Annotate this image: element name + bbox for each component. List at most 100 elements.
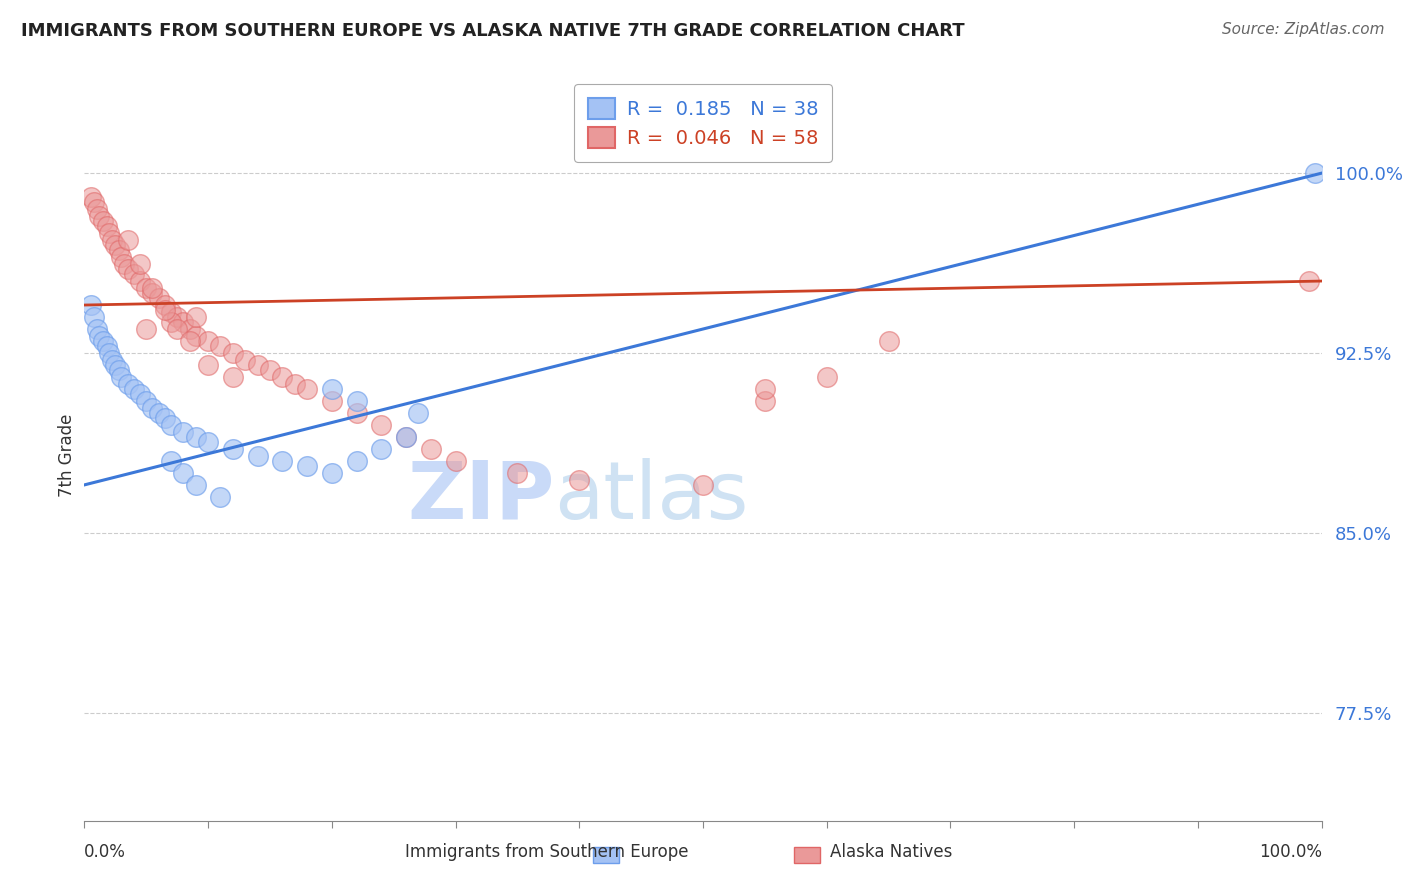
Point <box>815 370 838 384</box>
Point <box>419 442 441 456</box>
Legend: R =  0.185   N = 38, R =  0.046   N = 58: R = 0.185 N = 38, R = 0.046 N = 58 <box>574 84 832 161</box>
Point <box>179 334 201 348</box>
Point <box>271 370 294 384</box>
Point <box>568 473 591 487</box>
Point <box>141 281 163 295</box>
Point <box>295 458 318 473</box>
Point <box>148 291 170 305</box>
Point <box>395 430 418 444</box>
Point <box>89 329 111 343</box>
Point <box>172 466 194 480</box>
Point <box>153 410 176 425</box>
Text: 0.0%: 0.0% <box>84 843 127 861</box>
Point <box>141 401 163 416</box>
Point <box>233 353 256 368</box>
Point <box>89 209 111 223</box>
Point <box>100 353 122 368</box>
Point <box>197 434 219 449</box>
Point <box>96 339 118 353</box>
Point <box>246 358 269 372</box>
Point <box>129 386 152 401</box>
Point <box>166 322 188 336</box>
Point <box>321 466 343 480</box>
Point <box>754 382 776 396</box>
Text: atlas: atlas <box>554 458 749 536</box>
Point <box>395 430 418 444</box>
Point <box>222 442 245 456</box>
Text: Immigrants from Southern Europe: Immigrants from Southern Europe <box>405 843 689 861</box>
Point <box>172 315 194 329</box>
Point <box>259 363 281 377</box>
Point <box>877 334 900 348</box>
Text: ZIP: ZIP <box>408 458 554 536</box>
Point <box>135 394 157 409</box>
Point <box>110 370 132 384</box>
Point <box>160 417 183 432</box>
Point <box>117 233 139 247</box>
Point <box>184 329 207 343</box>
Point <box>246 449 269 463</box>
Point <box>222 370 245 384</box>
Text: 100.0%: 100.0% <box>1258 843 1322 861</box>
Point <box>197 358 219 372</box>
Point <box>179 322 201 336</box>
Point <box>100 233 122 247</box>
Point <box>370 442 392 456</box>
Point <box>91 334 114 348</box>
Point <box>108 243 131 257</box>
Text: Source: ZipAtlas.com: Source: ZipAtlas.com <box>1222 22 1385 37</box>
Y-axis label: 7th Grade: 7th Grade <box>58 413 76 497</box>
Point <box>284 377 307 392</box>
Point <box>153 298 176 312</box>
Point <box>122 382 145 396</box>
Point <box>148 406 170 420</box>
Point <box>1305 166 1327 180</box>
Point <box>83 310 105 324</box>
Point <box>321 382 343 396</box>
Point <box>86 322 108 336</box>
Point <box>271 454 294 468</box>
Point <box>506 466 529 480</box>
Point <box>135 281 157 295</box>
Point <box>129 257 152 271</box>
Point <box>166 310 188 324</box>
Point <box>184 478 207 492</box>
Point <box>117 262 139 277</box>
Point <box>153 302 176 317</box>
Point <box>112 257 135 271</box>
Point <box>129 274 152 288</box>
Point <box>96 219 118 233</box>
Point <box>172 425 194 439</box>
Point <box>160 305 183 319</box>
Point <box>209 339 232 353</box>
Point <box>86 202 108 216</box>
Point <box>1298 274 1320 288</box>
Point <box>83 194 105 209</box>
Point <box>754 394 776 409</box>
Point <box>184 310 207 324</box>
Point <box>346 406 368 420</box>
Point <box>141 286 163 301</box>
Point <box>79 298 101 312</box>
Point <box>321 394 343 409</box>
Point <box>295 382 318 396</box>
Point <box>108 363 131 377</box>
Text: Alaska Natives: Alaska Natives <box>830 843 952 861</box>
Point <box>135 322 157 336</box>
Point <box>104 358 127 372</box>
Point <box>346 394 368 409</box>
Point <box>209 490 232 504</box>
Point <box>160 315 183 329</box>
Point <box>160 454 183 468</box>
Point <box>79 190 101 204</box>
Point <box>98 226 121 240</box>
Point <box>104 238 127 252</box>
Point <box>370 417 392 432</box>
Point <box>408 406 430 420</box>
Point <box>122 267 145 281</box>
Point <box>222 346 245 360</box>
Point <box>444 454 467 468</box>
Text: IMMIGRANTS FROM SOUTHERN EUROPE VS ALASKA NATIVE 7TH GRADE CORRELATION CHART: IMMIGRANTS FROM SOUTHERN EUROPE VS ALASK… <box>21 22 965 40</box>
Point <box>184 430 207 444</box>
Point <box>117 377 139 392</box>
